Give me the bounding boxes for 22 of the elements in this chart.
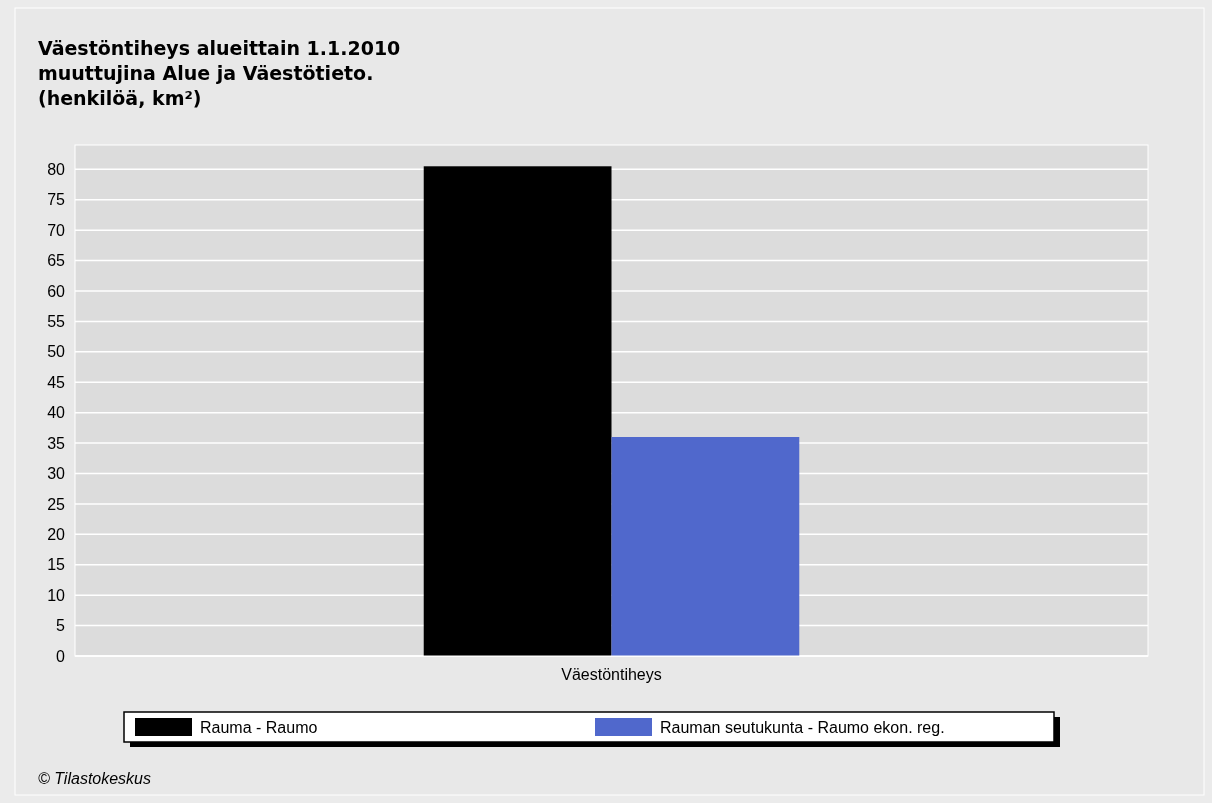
y-tick-label: 65	[47, 252, 66, 270]
y-tick-label: 0	[56, 647, 66, 665]
text: © Tilastokeskus	[38, 770, 152, 787]
y-tick-label: 75	[47, 191, 66, 209]
y-tick-label: 30	[47, 465, 66, 483]
y-tick-label: 15	[47, 556, 66, 574]
legend-label: Rauma - Raumo	[200, 719, 318, 736]
y-tick-label: 55	[47, 313, 66, 331]
chart-title: Väestöntiheys alueittain 1.1.2010 muuttujina Alue ja Väestötieto. (henkilöä, km²)	[38, 37, 401, 109]
y-tick-label: 70	[47, 221, 66, 239]
y-tick-label: 45	[47, 373, 66, 391]
y-tick-label: 50	[47, 343, 66, 361]
y-tick-label: 25	[47, 495, 66, 513]
y-tick-label: 5	[56, 617, 66, 635]
y-tick-label: 10	[47, 586, 66, 604]
y-tick-label: 35	[47, 434, 66, 452]
y-tick-label: 20	[47, 525, 66, 543]
y-tick-label: 80	[47, 160, 66, 178]
y-tick-label: 60	[47, 282, 66, 300]
y-tick-label: 40	[47, 404, 66, 422]
legend-label: Rauman seutukunta - Raumo ekon. reg.	[660, 719, 945, 736]
x-tick-label: Väestöntiheys	[561, 666, 662, 683]
